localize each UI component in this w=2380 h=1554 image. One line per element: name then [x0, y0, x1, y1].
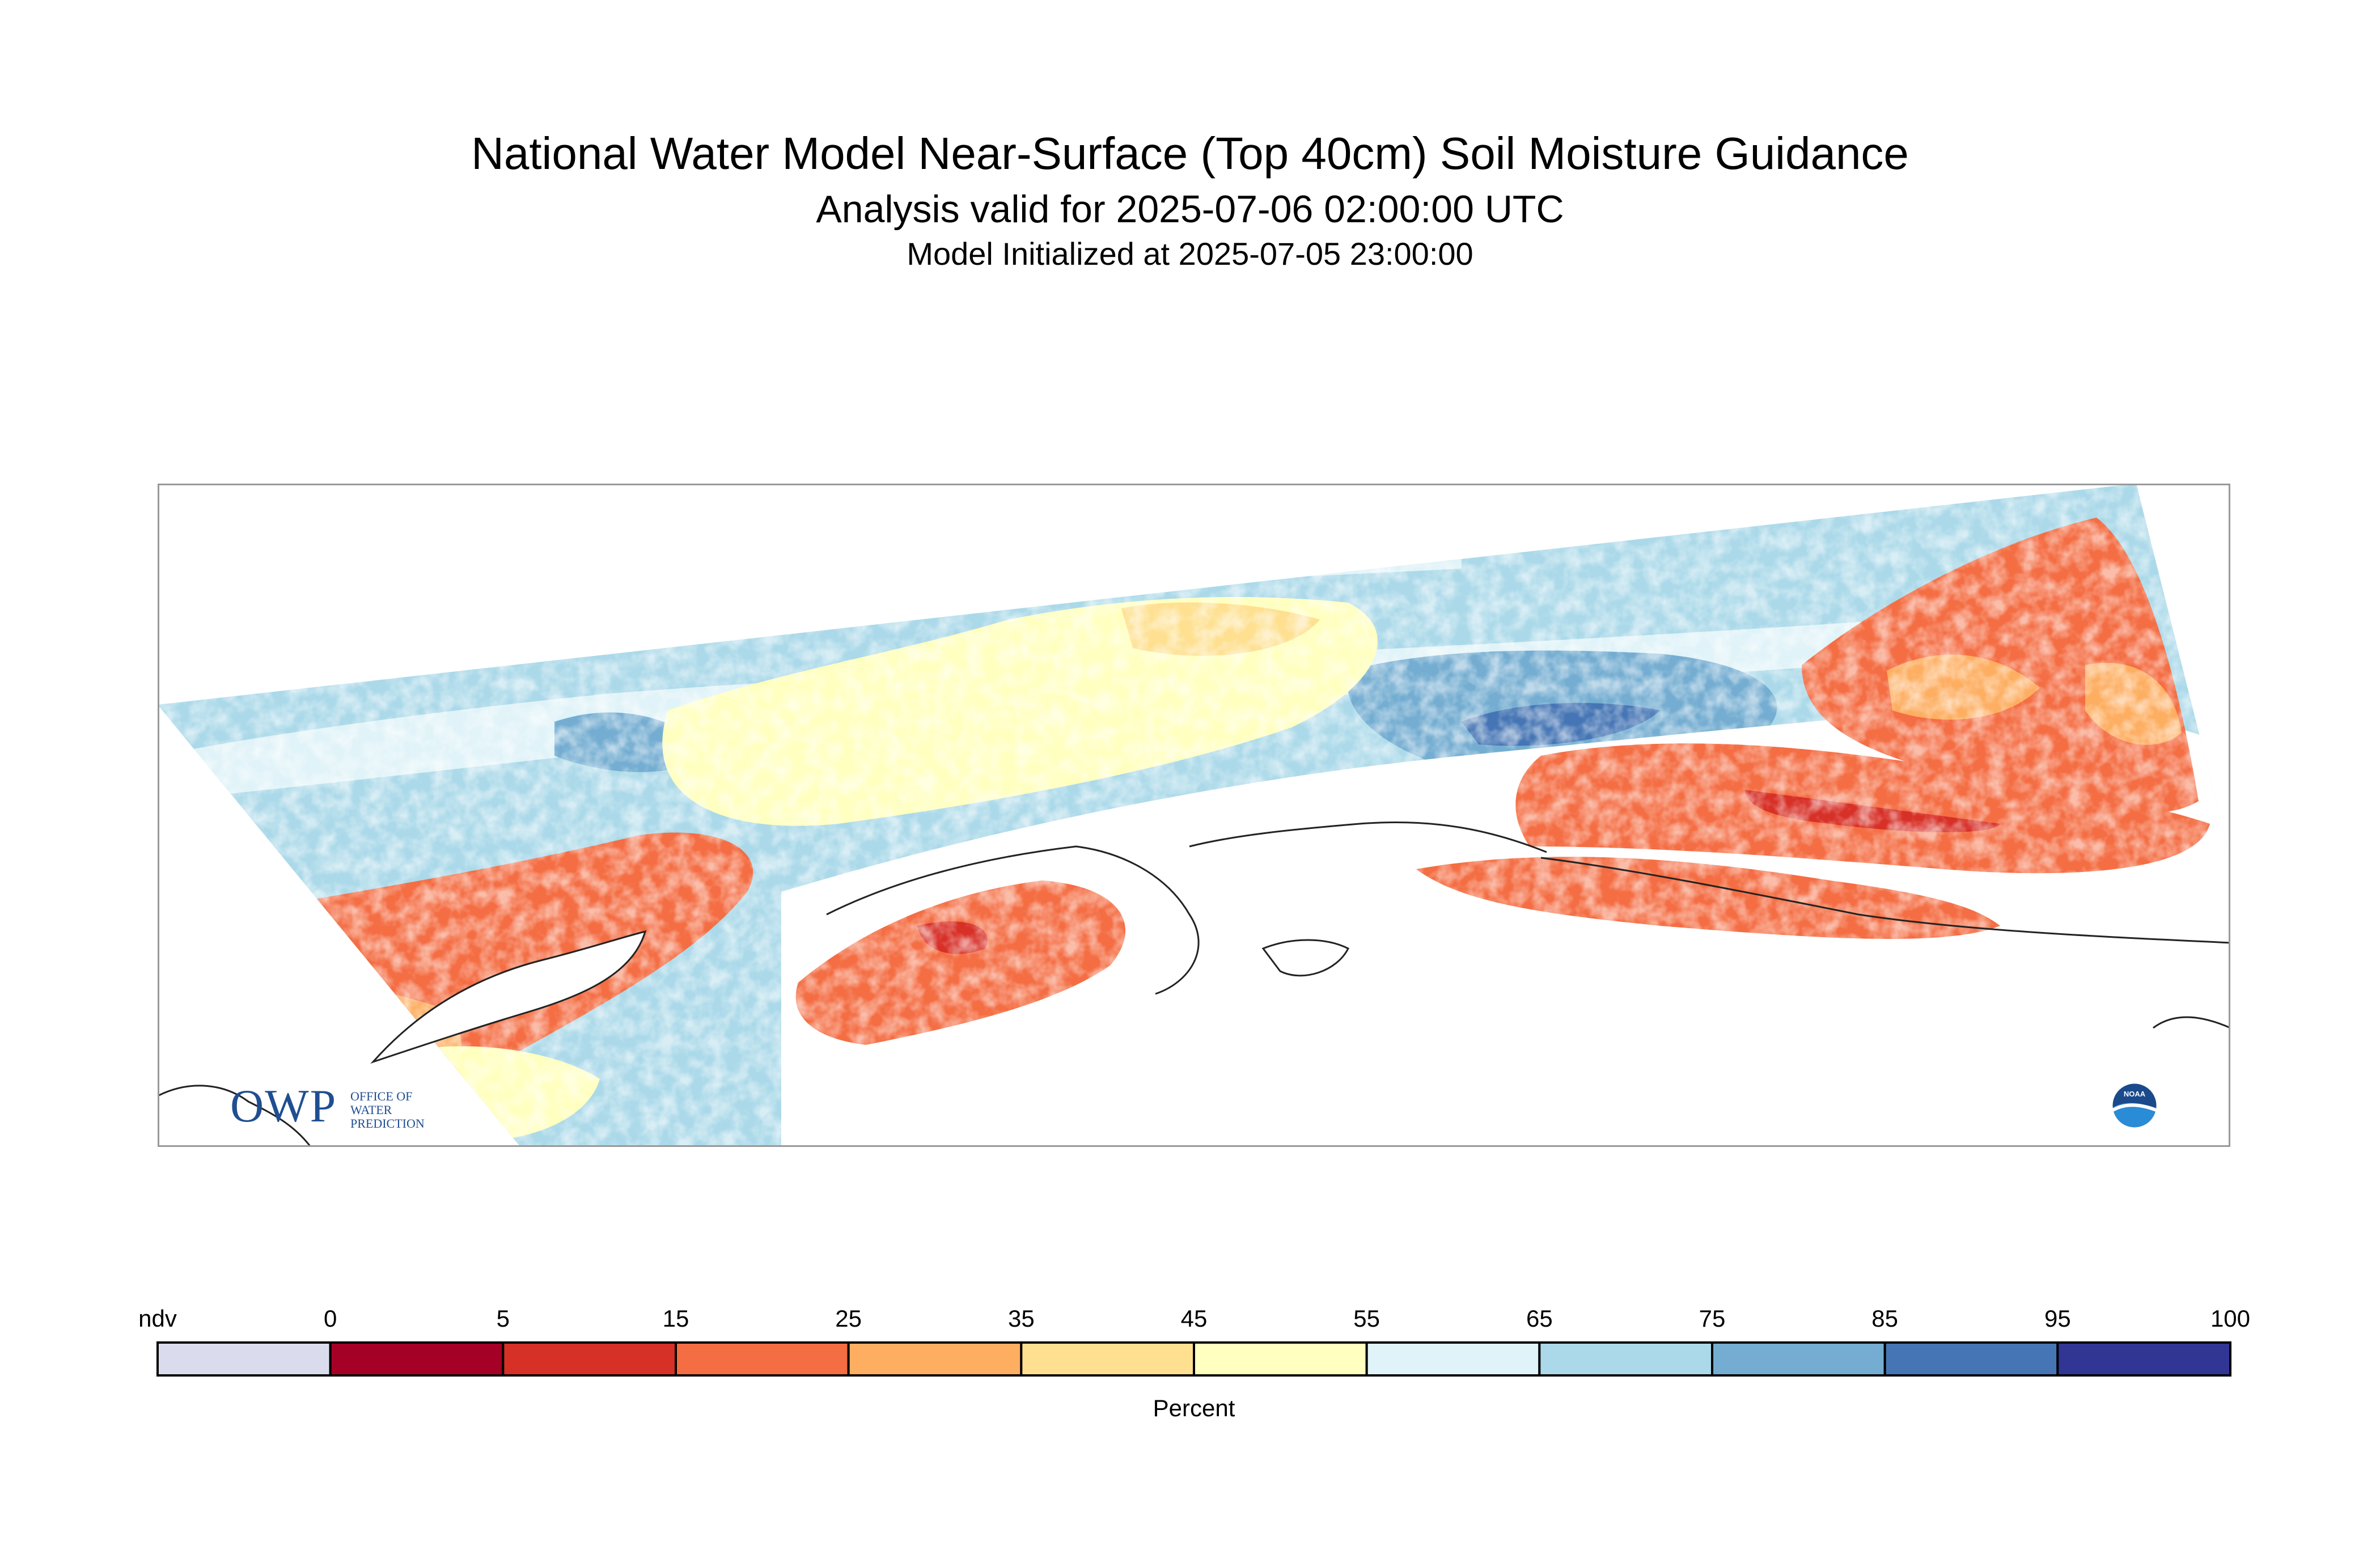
colorbar-tick-label: 15 [663, 1305, 689, 1332]
colorbar-tick-label: 35 [1008, 1305, 1035, 1332]
colorbar-bin [329, 1341, 505, 1377]
init-time: Model Initialized at 2025-07-05 23:00:00 [907, 236, 1473, 272]
colorbar-unit: Percent [1153, 1395, 1235, 1421]
noaa-logo: NOAA [2111, 1082, 2158, 1129]
colorbar-bins [156, 1341, 2232, 1377]
colorbar-tick-label: 5 [497, 1305, 510, 1332]
colorbar-tick-label: 100 [2210, 1305, 2250, 1332]
coastlines [158, 821, 2230, 1147]
colorbar-bin [1538, 1341, 1714, 1377]
colorbar-bin [1711, 1341, 1886, 1377]
colorbar-tick-label: 85 [1871, 1305, 1898, 1332]
owp-logo: OWP OFFICE OF WATER PREDICTION [230, 1080, 425, 1132]
colorbar-bin [1883, 1341, 2059, 1377]
colorbar-tick-label: ndv [138, 1305, 177, 1332]
colorbar-bin [502, 1341, 677, 1377]
colorbar-tick-label: 45 [1181, 1305, 1208, 1332]
owp-line-1: OFFICE OF [350, 1089, 412, 1103]
colorbar-tick-label: 55 [1353, 1305, 1380, 1332]
noaa-text: NOAA [2124, 1090, 2146, 1098]
owp-line-2: WATER [350, 1103, 392, 1117]
colorbar-bin [675, 1341, 850, 1377]
colorbar-bin [156, 1341, 332, 1377]
owp-mark: OWP [230, 1080, 337, 1132]
colorbar-bin [2056, 1341, 2232, 1377]
colorbar-bin [847, 1341, 1023, 1377]
chart-title: National Water Model Near-Surface (Top 4… [471, 128, 1909, 179]
colorbar-tick-label: 75 [1699, 1305, 1726, 1332]
soil-moisture-map: OWP OFFICE OF WATER PREDICTION NOAA [158, 484, 2230, 1147]
colorbar-tick-label: 65 [1526, 1305, 1553, 1332]
colorbar-bin [1365, 1341, 1541, 1377]
colorbar-bin [1020, 1341, 1195, 1377]
colorbar-legend: ndv 0 5 15 25 35 45 55 65 75 85 95 100 Percent [138, 1287, 2250, 1421]
colorbar-labels: ndv 0 5 15 25 35 45 55 65 75 85 95 100 [138, 1305, 2250, 1332]
colorbar-tick-label: 0 [324, 1305, 337, 1332]
owp-line-3: PREDICTION [350, 1116, 425, 1130]
colorbar-tick-label: 95 [2044, 1305, 2071, 1332]
valid-time: Analysis valid for 2025-07-06 02:00:00 U… [816, 188, 1564, 231]
map-border [158, 484, 2230, 1147]
colorbar-bin [1193, 1341, 1368, 1377]
soil-moisture-field [158, 484, 2230, 1147]
colorbar-tick-label: 25 [835, 1305, 862, 1332]
